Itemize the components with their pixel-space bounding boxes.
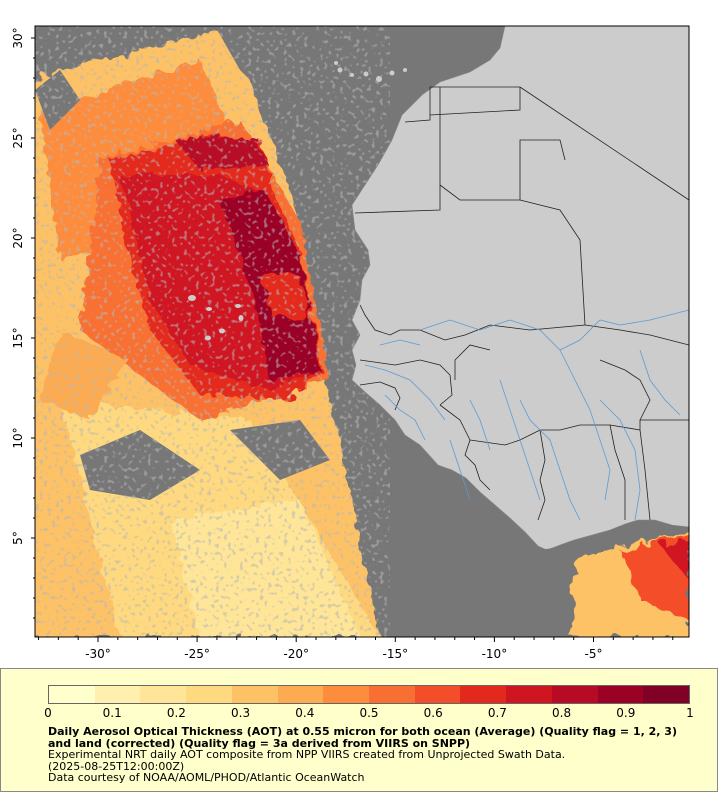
colorbar-swatch xyxy=(231,686,278,703)
colorbar-tick-label: 0.5 xyxy=(359,706,379,720)
colorbar-swatch xyxy=(49,686,95,703)
colorbar-swatch xyxy=(460,686,507,703)
legend-description: Experimental NRT daily AOT composite fro… xyxy=(48,748,566,761)
colorbar-swatch xyxy=(369,686,415,703)
colorbar xyxy=(48,685,690,704)
lat-tick-label: 15° xyxy=(11,327,25,348)
colorbar-tick-label: 0.7 xyxy=(487,706,507,720)
colorbar-swatch xyxy=(186,686,232,703)
longitude-axis: -30° -25° -20° -15° -10° -5° xyxy=(38,637,674,660)
colorbar-tick-label: 0 xyxy=(44,706,52,720)
canary-islands xyxy=(334,61,407,82)
lon-tick-label: -20° xyxy=(283,647,309,660)
colorbar-tick-label: 0.8 xyxy=(552,706,572,720)
colorbar-tick-label: 0.6 xyxy=(423,706,443,720)
rivers xyxy=(364,309,689,521)
cape-verde-islands xyxy=(188,295,244,341)
country-borders xyxy=(354,86,689,521)
aot-gulf-of-guinea xyxy=(570,532,689,637)
lat-tick-label: 30° xyxy=(11,27,25,48)
colorbar-swatch xyxy=(506,686,552,703)
colorbar-swatch xyxy=(414,686,461,703)
colorbar-ticks: 0 0.1 0.2 0.3 0.4 0.5 0.6 0.7 0.8 0.9 1 xyxy=(44,706,694,722)
lon-tick-label: -10° xyxy=(482,647,508,660)
latitude-axis: 30° 25° 20° 15° 10° 5° xyxy=(11,27,35,619)
legend-title: Daily Aerosol Optical Thickness (AOT) at… xyxy=(48,725,677,750)
legend-panel: 0 0.1 0.2 0.3 0.4 0.5 0.6 0.7 0.8 0.9 1 Daily Aero… xyxy=(0,668,718,792)
colorbar-swatch xyxy=(643,686,690,703)
aot-speckle xyxy=(35,26,390,637)
map-area: 30° 25° 20° 15° 10° 5° -30° -25° -20° -15° -10° -5… xyxy=(11,25,690,660)
map-canvas: 30° 25° 20° 15° 10° 5° -30° -25° -20° -15° -10° -5… xyxy=(11,25,690,660)
africa-landmass xyxy=(351,26,689,551)
colorbar-swatch xyxy=(140,686,187,703)
lat-tick-label: 25° xyxy=(11,127,25,148)
colorbar-swatch xyxy=(94,686,141,703)
lat-tick-label: 20° xyxy=(11,227,25,248)
legend-text: Daily Aerosol Optical Thickness (AOT) at… xyxy=(48,726,688,784)
legend-credit: Data courtesy of NOAA/AOML/PHOD/Atlantic… xyxy=(48,771,365,784)
colorbar-tick-label: 0.2 xyxy=(166,706,186,720)
lon-tick-label: -25° xyxy=(184,647,210,660)
colorbar-swatch xyxy=(597,686,644,703)
legend-timestamp: (2025-08-25T12:00:00Z) xyxy=(48,759,185,773)
lon-tick-label: -5° xyxy=(585,647,603,660)
colorbar-tick-label: 1 xyxy=(686,706,694,720)
map-frame xyxy=(34,25,690,638)
colorbar-tick-label: 0.1 xyxy=(102,706,122,720)
colorbar-tick-label: 0.9 xyxy=(616,706,636,720)
lat-tick-label: 5° xyxy=(11,531,25,545)
lon-tick-label: -30° xyxy=(85,647,111,660)
colorbar-tick-label: 0.4 xyxy=(295,706,315,720)
colorbar-swatch xyxy=(551,686,598,703)
colorbar-swatch xyxy=(277,686,324,703)
lat-tick-label: 10° xyxy=(11,427,25,448)
colorbar-swatch xyxy=(323,686,370,703)
colorbar-tick-label: 0.3 xyxy=(231,706,251,720)
lon-tick-label: -15° xyxy=(382,647,408,660)
